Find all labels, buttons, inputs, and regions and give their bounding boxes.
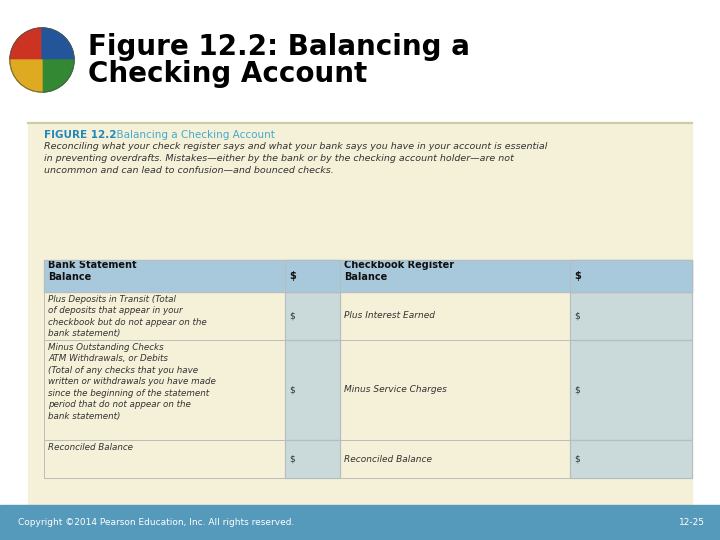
Bar: [570, 340, 692, 440]
Polygon shape: [10, 60, 42, 92]
Text: Checkbook Register
Balance: Checkbook Register Balance: [344, 260, 454, 282]
Polygon shape: [42, 28, 74, 60]
Text: $: $: [574, 271, 581, 281]
Bar: [28, 122, 692, 505]
Text: Minus Outstanding Checks
ATM Withdrawals, or Debits
(Total of any checks that yo: Minus Outstanding Checks ATM Withdrawals…: [48, 343, 216, 421]
Bar: [570, 260, 692, 292]
Text: Copyright ©2014 Pearson Education, Inc. All rights reserved.: Copyright ©2014 Pearson Education, Inc. …: [18, 518, 294, 527]
Text: $: $: [289, 312, 294, 321]
Text: FIGURE 12.2: FIGURE 12.2: [44, 130, 117, 140]
Text: Minus Service Charges: Minus Service Charges: [344, 386, 447, 395]
Text: Reconciled Balance: Reconciled Balance: [344, 455, 432, 463]
Text: Reconciling what your check register says and what your bank says you have in yo: Reconciling what your check register say…: [44, 142, 547, 176]
Polygon shape: [42, 60, 74, 92]
Text: Plus Deposits in Transit (Total
of deposits that appear in your
checkbook but do: Plus Deposits in Transit (Total of depos…: [48, 295, 207, 339]
Text: $: $: [289, 455, 294, 463]
Text: Reconciled Balance: Reconciled Balance: [48, 443, 133, 452]
Text: $: $: [289, 386, 294, 395]
Bar: [285, 440, 340, 478]
Text: Checking Account: Checking Account: [88, 60, 367, 88]
Bar: [44, 260, 692, 292]
Text: $: $: [574, 312, 580, 321]
Bar: [570, 292, 692, 340]
Bar: [285, 260, 340, 292]
Text: $: $: [574, 455, 580, 463]
Text: Balancing a Checking Account: Balancing a Checking Account: [110, 130, 275, 140]
Text: Figure 12.2: Balancing a: Figure 12.2: Balancing a: [88, 33, 470, 61]
Circle shape: [10, 28, 74, 92]
Text: $: $: [574, 386, 580, 395]
Bar: [570, 440, 692, 478]
Text: 12-25: 12-25: [679, 518, 705, 527]
Bar: [0, 0, 720, 122]
Bar: [285, 292, 340, 340]
Text: $: $: [289, 271, 296, 281]
Text: Bank Statement
Balance: Bank Statement Balance: [48, 260, 137, 282]
Bar: [0, 505, 720, 540]
Bar: [285, 340, 340, 440]
Text: Plus Interest Earned: Plus Interest Earned: [344, 312, 435, 321]
Polygon shape: [10, 28, 42, 60]
